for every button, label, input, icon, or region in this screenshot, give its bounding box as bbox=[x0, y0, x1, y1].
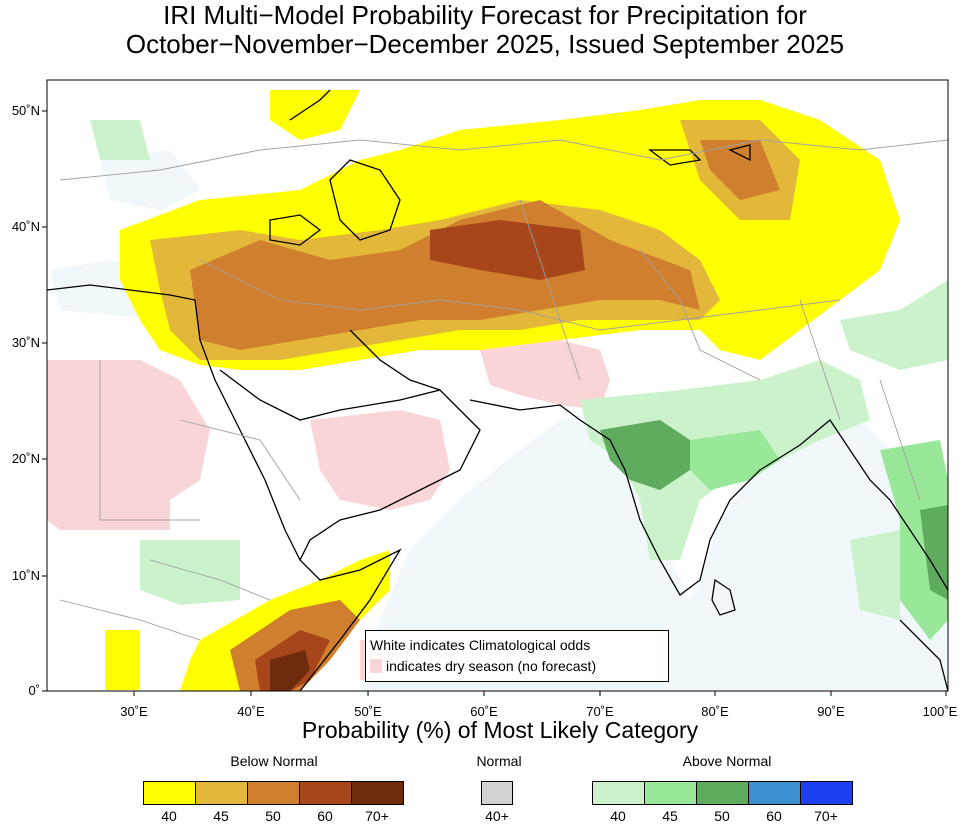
above-normal-tick: 60 bbox=[766, 808, 782, 824]
below-normal-somalia-70 bbox=[270, 650, 310, 691]
below-normal-swatch-45 bbox=[195, 781, 248, 805]
below-normal-tick: 45 bbox=[213, 808, 229, 824]
normal-label: Normal bbox=[476, 753, 522, 769]
north-climatology-region bbox=[100, 150, 200, 210]
below-normal-tick: 60 bbox=[317, 808, 333, 824]
lat-tick-label: 30˚N bbox=[11, 335, 40, 350]
lon-tick-label: 60˚E bbox=[470, 704, 498, 719]
above-normal-tick: 50 bbox=[714, 808, 730, 824]
below-normal-label: Below Normal bbox=[230, 753, 318, 769]
below-normal-tick: 70+ bbox=[365, 808, 389, 824]
lon-tick-label: 50˚E bbox=[354, 704, 382, 719]
above-normal-swatch-60 bbox=[748, 781, 801, 805]
above-normal-swatch-70 bbox=[800, 781, 853, 805]
lon-tick-label: 40˚E bbox=[237, 704, 265, 719]
lon-tick-label: 80˚E bbox=[701, 704, 729, 719]
lat-tick-label: 40˚N bbox=[11, 219, 40, 234]
above-normal-southeast-asia-50 bbox=[920, 505, 948, 600]
below-normal-equatorial-africa bbox=[105, 630, 140, 690]
lon-tick-label: 90˚E bbox=[817, 704, 845, 719]
above-normal-india-45 bbox=[690, 430, 780, 490]
lat-tick-label: 0˚ bbox=[28, 683, 40, 698]
legend-dry-season-row: indicates dry season (no forecast) bbox=[370, 658, 596, 674]
below-normal-swatch-70 bbox=[351, 781, 404, 805]
lon-tick-label: 100˚E bbox=[922, 704, 958, 719]
lon-tick-label: 30˚E bbox=[120, 704, 148, 719]
colorbar-title: Probability (%) of Most Likely Category bbox=[301, 717, 699, 743]
dry-season-pakistan bbox=[480, 340, 610, 410]
above-normal-med bbox=[90, 120, 150, 160]
lat-tick-label: 20˚N bbox=[11, 451, 40, 466]
below-normal-swatch-60 bbox=[299, 781, 352, 805]
legend-climatology-text: White indicates Climatological odds bbox=[370, 637, 591, 653]
above-normal-east-africa bbox=[140, 540, 240, 605]
normal-swatch-40 bbox=[481, 781, 513, 805]
below-normal-40-north bbox=[270, 90, 360, 140]
map-title-line1: IRI Multi−Model Probability Forecast for… bbox=[163, 0, 807, 30]
below-normal-tick: 50 bbox=[265, 808, 281, 824]
above-normal-tick: 70+ bbox=[814, 808, 838, 824]
below-normal-swatch-50 bbox=[247, 781, 300, 805]
above-normal-tick: 40 bbox=[610, 808, 626, 824]
lat-tick-label: 50˚N bbox=[11, 103, 40, 118]
above-normal-swatch-45 bbox=[644, 781, 697, 805]
below-normal-tick: 40 bbox=[161, 808, 177, 824]
dry-season-swatch bbox=[370, 659, 382, 673]
country-borders bbox=[59, 139, 949, 641]
above-normal-tick: 45 bbox=[662, 808, 678, 824]
coastlines bbox=[46, 89, 949, 692]
map-legend-box: White indicates Climatological odds indi… bbox=[365, 630, 669, 682]
lat-tick-label: 10˚N bbox=[11, 568, 40, 583]
dry-season-arabia bbox=[310, 410, 450, 510]
map-title-line2: October−November−December 2025, Issued S… bbox=[125, 29, 845, 59]
lon-tick-label: 70˚E bbox=[586, 704, 614, 719]
above-normal-east-asia bbox=[840, 280, 948, 370]
above-normal-swatch-40 bbox=[592, 781, 645, 805]
normal-tick: 40+ bbox=[485, 808, 509, 824]
below-normal-swatch-40 bbox=[143, 781, 196, 805]
dry-season-sahara bbox=[47, 360, 210, 530]
axis-ticks bbox=[42, 110, 947, 696]
below-normal-60-core bbox=[430, 220, 585, 280]
legend-dry-season-text: indicates dry season (no forecast) bbox=[386, 658, 597, 674]
above-normal-india-50 bbox=[600, 420, 690, 490]
above-normal-label: Above Normal bbox=[682, 753, 772, 769]
below-normal-50-east bbox=[700, 140, 780, 200]
above-normal-indochina bbox=[850, 530, 900, 620]
map-frame bbox=[46, 79, 949, 692]
above-normal-swatch-50 bbox=[696, 781, 749, 805]
